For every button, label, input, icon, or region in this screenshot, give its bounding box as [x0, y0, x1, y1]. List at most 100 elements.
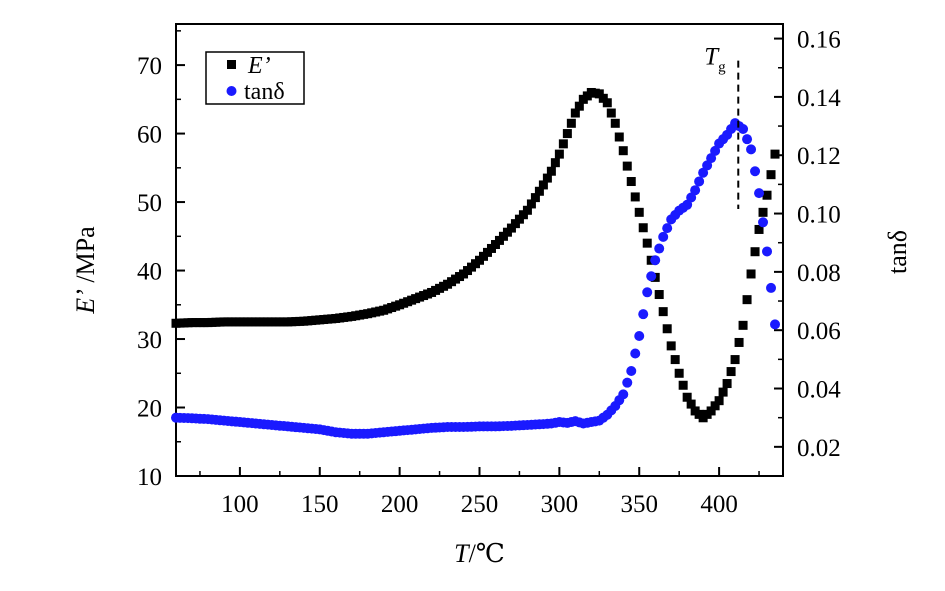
tan-delta-point: [702, 160, 713, 171]
tan-delta-point: [642, 287, 653, 298]
legend: E’tanδ: [205, 51, 305, 105]
e-prime-point: [710, 401, 720, 411]
e-prime-point: [766, 170, 776, 180]
e-prime-point: [754, 224, 764, 234]
tan-delta-point: [690, 185, 701, 196]
tan-delta-point: [742, 134, 753, 145]
x-tick-label: 200: [381, 491, 419, 518]
tan-delta-point: [622, 377, 633, 388]
left-tick-label: 10: [137, 464, 162, 491]
right-axis-ticks: 0.02 0.04 0.06 0.08 0.10 0.12 0.14 0.16: [774, 27, 841, 462]
tan-delta-point: [682, 199, 693, 210]
right-tick-label: 0.02: [797, 435, 841, 462]
left-axis-ticks: 10 20 30 40 50 60 70: [137, 30, 185, 491]
x-tick-label: 300: [541, 491, 579, 518]
e-prime-point: [614, 132, 624, 142]
legend-box: [205, 51, 305, 105]
tan-delta-point: [706, 153, 717, 164]
e-prime-point: [566, 118, 576, 128]
e-prime-point: [554, 149, 564, 159]
x-axis-title: T/℃: [454, 539, 505, 568]
e-prime-point: [618, 146, 628, 156]
e-prime-point: [674, 368, 684, 378]
tan-delta-point: [658, 231, 669, 242]
tan-delta-point: [750, 166, 761, 177]
e-prime-point: [562, 129, 572, 139]
right-tick-label: 0.12: [797, 143, 841, 170]
tg-label: Tg: [704, 44, 726, 76]
e-prime-point: [746, 269, 756, 279]
e-prime-point: [574, 101, 584, 111]
e-prime-point: [538, 180, 548, 190]
e-prime-point: [742, 295, 752, 305]
e-prime-point: [666, 341, 676, 351]
tan-delta-point: [770, 319, 781, 330]
x-tick-label: 400: [700, 491, 738, 518]
tan-delta-point: [634, 331, 645, 342]
left-tick-label: 50: [137, 190, 162, 217]
e-prime-point: [734, 337, 744, 347]
tan-delta-point: [630, 348, 641, 359]
e-prime-point: [558, 139, 568, 149]
e-prime-point: [686, 399, 696, 409]
tan-delta-point: [758, 217, 769, 228]
e-prime-point: [638, 223, 648, 233]
series-tan-delta: [171, 118, 781, 439]
left-tick-label: 20: [137, 396, 162, 423]
e-prime-point: [706, 406, 716, 416]
e-prime-point: [622, 161, 632, 171]
e-prime-point: [738, 320, 748, 330]
tg-subscript: g: [718, 60, 726, 76]
tan-delta-point: [650, 255, 661, 266]
e-prime-point: [606, 108, 616, 118]
e-prime-point: [642, 238, 652, 248]
tan-delta-point: [626, 366, 637, 377]
e-prime-point: [714, 396, 724, 406]
left-tick-label: 70: [137, 53, 162, 80]
legend-circle-icon: [226, 86, 237, 96]
legend-label-e-prime: E’: [247, 53, 271, 79]
series-storage-modulus: [171, 87, 780, 423]
e-prime-point: [626, 177, 636, 187]
x-tick-label: 250: [461, 491, 499, 518]
e-prime-point: [750, 247, 760, 257]
tan-delta-point: [646, 271, 657, 282]
e-prime-point: [542, 173, 552, 183]
e-prime-point: [654, 290, 664, 300]
tan-delta-point: [746, 144, 757, 155]
tan-delta-point: [738, 123, 749, 134]
tan-delta-point: [694, 176, 705, 187]
x-tick-label: 100: [221, 491, 259, 518]
tan-delta-point: [638, 309, 649, 320]
legend-label-tan-delta: tanδ: [244, 79, 285, 105]
e-prime-point: [770, 149, 780, 159]
tan-delta-point: [762, 246, 773, 257]
x-axis-ticks: 100 150 200 250 300 350 400: [199, 467, 760, 518]
e-prime-point: [522, 205, 532, 215]
e-prime-point: [530, 193, 540, 203]
e-prime-point: [678, 380, 688, 390]
right-tick-label: 0.04: [797, 377, 841, 404]
x-tick-label: 350: [620, 491, 658, 518]
e-prime-point: [546, 166, 556, 176]
e-prime-point: [602, 98, 612, 108]
right-tick-label: 0.10: [797, 202, 841, 229]
e-prime-point: [610, 118, 620, 128]
e-prime-point: [634, 207, 644, 217]
right-tick-label: 0.08: [797, 260, 841, 287]
e-prime-point: [718, 387, 728, 397]
tan-delta-point: [686, 192, 697, 203]
legend-square-icon: [227, 60, 236, 69]
left-tick-label: 60: [137, 122, 162, 149]
e-prime-point: [670, 355, 680, 365]
tan-delta-point: [662, 223, 673, 234]
e-prime-point: [758, 207, 768, 217]
axis-titles: T/℃ E’ /MPa tanδ: [71, 226, 912, 568]
tan-delta-point: [766, 282, 777, 293]
y-left-axis-title: E’ /MPa: [71, 226, 100, 315]
e-prime-point: [630, 192, 640, 202]
x-tick-label: 150: [301, 491, 339, 518]
tan-delta-point: [654, 243, 665, 254]
